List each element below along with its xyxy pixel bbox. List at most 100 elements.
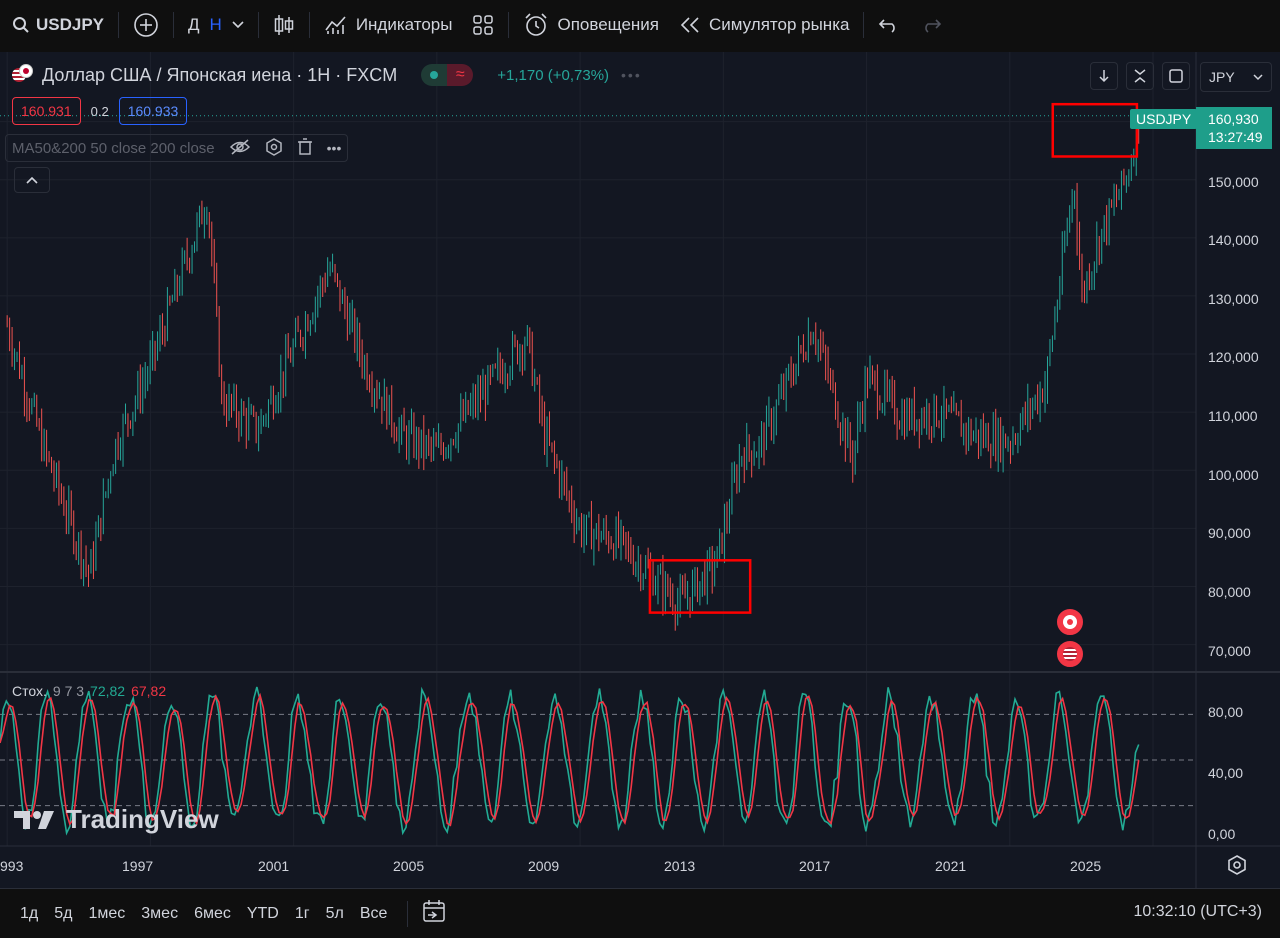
interval-hour[interactable]: Н bbox=[209, 15, 222, 34]
price-axis-label: 80,000 bbox=[1208, 584, 1251, 600]
chart-type-button[interactable] bbox=[263, 0, 305, 50]
symbol-search[interactable]: USDJPY bbox=[0, 0, 114, 50]
chevron-down-icon bbox=[232, 21, 244, 29]
range-all[interactable]: Все bbox=[359, 904, 388, 922]
interval-day[interactable]: Д bbox=[188, 15, 200, 34]
time-axis-label: 1997 bbox=[122, 858, 154, 874]
range-6m[interactable]: 6мес bbox=[194, 904, 231, 922]
replay-button[interactable]: Симулятор рынка bbox=[669, 0, 859, 50]
toolbar-divider bbox=[173, 12, 175, 38]
sell-price-button[interactable]: 160.931 bbox=[12, 97, 81, 125]
highlight-box-low bbox=[648, 559, 752, 614]
trash-icon[interactable] bbox=[297, 137, 313, 159]
stoch-k-line bbox=[0, 686, 1140, 836]
currency-value: JPY bbox=[1209, 69, 1235, 85]
range-5y[interactable]: 5л bbox=[325, 904, 344, 922]
buy-price-button[interactable]: 160.933 bbox=[118, 97, 188, 125]
chart-area[interactable]: Доллар США / Японская иена · 1H · FXCM ≈… bbox=[0, 52, 1280, 888]
highlight-box-high bbox=[1051, 102, 1139, 158]
collapse-icon bbox=[1134, 69, 1146, 83]
stoch-params: 9 7 3 bbox=[52, 683, 85, 699]
time-axis-label: 2009 bbox=[528, 858, 560, 874]
chart-controls bbox=[1090, 62, 1190, 90]
timezone-clock[interactable]: 10:32:10 (UTC+3) bbox=[1133, 903, 1262, 920]
scroll-down-button[interactable] bbox=[1090, 62, 1118, 90]
range-3m[interactable]: 3мес bbox=[141, 904, 179, 922]
symbol-price-tag: USDJPY bbox=[1130, 109, 1198, 129]
economic-event-jp-icon[interactable] bbox=[1057, 609, 1083, 635]
logo-text: TradingView bbox=[66, 804, 219, 834]
rewind-icon bbox=[680, 17, 699, 33]
top-toolbar: USDJPY Д Н Индикаторы Оповещения Симулят… bbox=[0, 0, 1280, 50]
price-axis-label: 130,000 bbox=[1208, 291, 1259, 307]
collapse-button[interactable] bbox=[1126, 62, 1154, 90]
indicator-label: MA50&200 50 close 200 close bbox=[12, 139, 215, 157]
bottom-toolbar: 1д 5д 1мес 3мес 6мес YTD 1г 5л Все 10:32… bbox=[0, 888, 1280, 938]
price-change: +1,170 (+0,73%) bbox=[497, 66, 610, 84]
indicators-label: Индикаторы bbox=[355, 15, 453, 34]
current-price-tag: 160,930 13:27:49 bbox=[1196, 107, 1272, 149]
chart-title: Доллар США / Японская иена · 1H · FXCM bbox=[42, 64, 398, 85]
market-open-icon bbox=[421, 64, 448, 86]
range-5d[interactable]: 5д bbox=[54, 904, 73, 922]
undo-icon bbox=[879, 19, 896, 33]
undo-button[interactable] bbox=[868, 0, 910, 50]
more-icon[interactable]: ••• bbox=[326, 140, 342, 156]
price-chart[interactable] bbox=[0, 52, 1280, 888]
currency-select[interactable]: JPY bbox=[1200, 62, 1272, 92]
maximize-button[interactable] bbox=[1162, 62, 1190, 90]
chevron-down-icon bbox=[1253, 73, 1263, 80]
collapse-legend-button[interactable] bbox=[14, 167, 50, 193]
gear-icon[interactable] bbox=[1226, 854, 1248, 881]
economic-event-us-icon[interactable] bbox=[1057, 641, 1083, 667]
indicator-legend[interactable]: MA50&200 50 close 200 close ••• bbox=[5, 134, 349, 162]
arrow-down-icon bbox=[1099, 70, 1109, 83]
time-axis-label: 2005 bbox=[393, 858, 425, 874]
price-axis-label: 70,000 bbox=[1208, 643, 1251, 659]
chevron-up-icon bbox=[26, 176, 38, 184]
price-axis-label: 100,000 bbox=[1208, 467, 1259, 483]
indicators-icon bbox=[325, 16, 346, 34]
tradingview-logo-icon bbox=[14, 810, 54, 829]
templates-button[interactable] bbox=[462, 0, 504, 50]
alerts-label: Оповещения bbox=[557, 15, 659, 34]
price-axis-label: 140,000 bbox=[1208, 232, 1259, 248]
stoch-axis-label: 0,00 bbox=[1208, 826, 1236, 842]
current-price: 160,930 bbox=[1208, 111, 1259, 127]
price-axis-label: 90,000 bbox=[1208, 525, 1251, 541]
time-axis-label: 2013 bbox=[664, 858, 696, 874]
plus-circle-icon bbox=[134, 13, 158, 37]
simulator-label: Симулятор рынка bbox=[709, 15, 850, 34]
toolbar-divider bbox=[407, 900, 409, 927]
interval-selector[interactable]: Д Н bbox=[178, 0, 254, 50]
range-1d[interactable]: 1д bbox=[20, 904, 39, 922]
range-1m[interactable]: 1мес bbox=[88, 904, 126, 922]
range-1y[interactable]: 1г bbox=[294, 904, 310, 922]
more-dots-icon[interactable]: ••• bbox=[621, 67, 642, 83]
market-status[interactable]: ≈ bbox=[421, 64, 474, 86]
alerts-button[interactable]: Оповещения bbox=[513, 0, 669, 50]
goto-date-button[interactable] bbox=[422, 899, 448, 928]
indicators-button[interactable]: Индикаторы bbox=[314, 0, 463, 50]
redo-button[interactable] bbox=[910, 0, 952, 50]
tradingview-logo[interactable]: TradingView bbox=[14, 804, 219, 835]
calendar-arrow-icon bbox=[423, 900, 446, 922]
search-icon bbox=[13, 17, 29, 33]
compare-button[interactable] bbox=[123, 0, 169, 50]
stoch-k-value: 72,82 bbox=[90, 683, 126, 699]
eye-off-icon[interactable] bbox=[229, 138, 251, 159]
symbol-label: USDJPY bbox=[36, 15, 105, 34]
price-axis-label: 110,000 bbox=[1208, 408, 1258, 424]
time-axis-label: 993 bbox=[0, 858, 24, 874]
range-ytd[interactable]: YTD bbox=[246, 904, 279, 922]
toolbar-divider bbox=[508, 12, 510, 38]
time-axis-label: 2001 bbox=[258, 858, 290, 874]
toolbar-divider bbox=[308, 12, 310, 38]
stoch-axis-label: 40,00 bbox=[1208, 765, 1244, 781]
stoch-d-line bbox=[0, 692, 1140, 827]
time-axis-label: 2017 bbox=[799, 858, 831, 874]
settings-hex-icon[interactable] bbox=[265, 137, 283, 159]
candles-icon bbox=[274, 15, 294, 35]
date-range-group: 1д 5д 1мес 3мес 6мес YTD 1г 5л Все bbox=[0, 899, 448, 928]
usd-jpy-flag-icon bbox=[12, 64, 34, 86]
